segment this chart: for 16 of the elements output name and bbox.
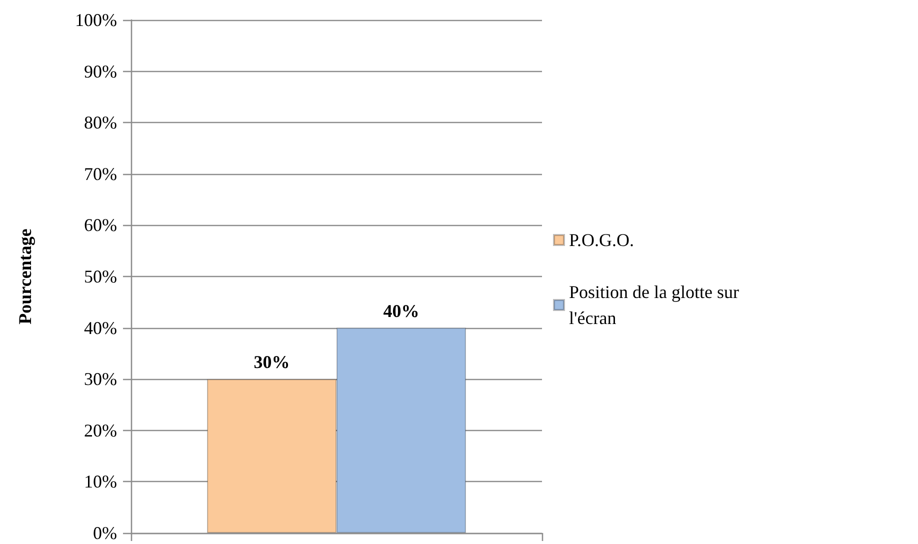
y-tick-label: 30% — [84, 369, 117, 390]
y-tick-label: 60% — [84, 215, 117, 236]
y-tick-label: 90% — [84, 61, 117, 82]
y-tick-label: 10% — [84, 472, 117, 492]
y-tick-label: 0% — [93, 523, 117, 543]
legend-label: Position de la glotte sur l'écran — [569, 282, 744, 328]
y-tick-label: 80% — [84, 112, 117, 133]
y-tick-label: 100% — [75, 10, 117, 30]
y-axis-title: Pourcentage — [15, 228, 35, 324]
legend-label: P.O.G.O. — [569, 230, 634, 250]
data-label: 40% — [383, 300, 420, 321]
y-tick-label: 50% — [84, 266, 117, 286]
y-tick-label: 40% — [84, 318, 117, 338]
data-label: 30% — [254, 352, 290, 372]
y-tick-label: 20% — [84, 420, 117, 440]
y-tick-label: 70% — [84, 164, 117, 184]
